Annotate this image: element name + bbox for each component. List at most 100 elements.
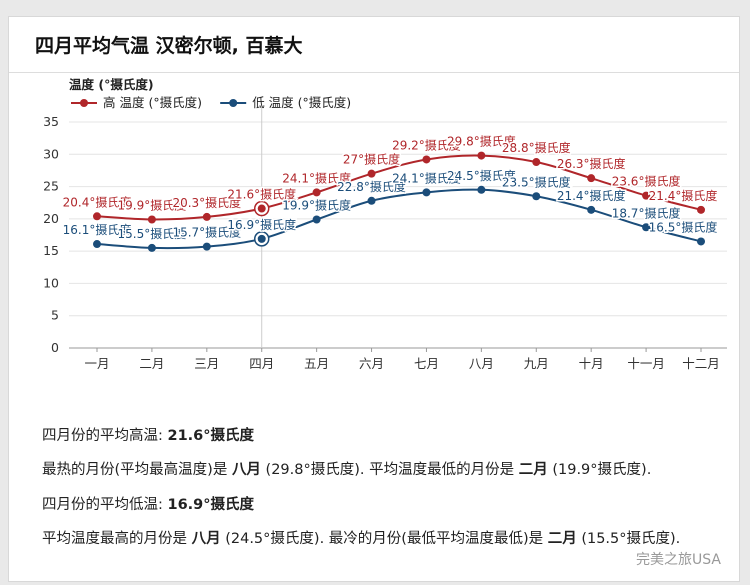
data-label: 21.4°摄氏度 [557,188,626,203]
hottest-line: 最热的月份(平均最高温度)是 八月 (29.8°摄氏度). 平均温度最低的月份是… [42,459,722,481]
data-label: 16.5°摄氏度 [649,219,718,234]
warmest-low-mid: (24.5°摄氏度). 最冷的月份(最低平均温度最低)是 [220,531,548,547]
data-point [312,188,321,197]
y-tick-label: 0 [51,340,59,355]
data-label: 22.8°摄氏度 [337,179,406,194]
data-point [697,237,705,246]
x-tick-label: 八月 [469,356,494,371]
data-label: 16.9°摄氏度 [227,217,296,232]
warmest-low-month: 八月 [191,531,221,547]
avg-high-line: 四月份的平均高温: 21.6°摄氏度 [42,425,722,447]
y-tick-label: 15 [43,243,59,258]
hottest-prefix: 最热的月份(平均最高温度)是 [42,462,232,478]
data-point [93,212,101,221]
y-tick-label: 25 [43,179,59,194]
data-label-layer: 20.4°摄氏度19.9°摄氏度20.3°摄氏度21.6°摄氏度24.1°摄氏度… [61,132,719,242]
data-label: 24.1°摄氏度 [392,170,461,185]
legend-label: 低 温度 (°摄氏度) [252,95,351,110]
data-point [202,242,211,251]
avg-low-label: 四月份的平均低温: [42,497,168,513]
data-point [532,192,541,201]
y-tick-label: 10 [43,275,59,290]
temperature-chart: 0 5 10 15 20 25 30 35 一月 二月 三月 四月 五月 六月 七月 八月 九月 十月 十一月 十二月… [43,77,727,371]
y-tick-label: 30 [43,146,59,161]
y-tick-label: 20 [43,211,59,226]
data-label: 19.9°摄氏度 [282,198,351,213]
data-label: 27°摄氏度 [343,152,400,167]
hottest-month: 八月 [231,462,261,478]
data-label: 15.5°摄氏度 [118,226,187,241]
avg-high-label: 四月份的平均高温: [42,428,168,444]
data-point [422,188,431,197]
avg-low-value: 16.9°摄氏度 [167,497,255,513]
x-tick-label: 六月 [359,356,384,371]
legend-item: 低 温度 (°摄氏度) [220,95,351,110]
avg-low-line: 四月份的平均低温: 16.9°摄氏度 [42,494,722,516]
coldest-suffix: (15.5°摄氏度). [576,531,681,547]
data-label: 20.3°摄氏度 [172,195,241,210]
series-line-high [96,154,702,221]
data-point [422,155,431,164]
legend-item: 高 温度 (°摄氏度) [71,95,202,110]
data-point [257,204,266,213]
watermark: 完美之旅USA [636,552,721,568]
data-label: 18.7°摄氏度 [612,205,681,220]
data-point [587,205,596,214]
data-point [642,223,651,232]
page-title: 四月平均气温 汉密尔顿, 百慕大 [35,35,303,57]
series-line-low [96,188,702,250]
x-tick-label: 二月 [139,356,164,371]
data-label: 21.4°摄氏度 [649,188,718,203]
data-label: 19.9°摄氏度 [118,198,187,213]
data-point [147,215,156,224]
data-point [367,196,376,205]
data-label: 24.1°摄氏度 [282,170,351,185]
data-label: 20.4°摄氏度 [63,194,132,209]
x-tick-label: 五月 [304,356,329,371]
x-tick-label: 十月 [579,356,604,371]
x-tick-label: 七月 [414,356,439,371]
data-label: 29.2°摄氏度 [392,137,461,152]
x-tick-label: 十一月 [627,356,665,371]
hottest-mid: (29.8°摄氏度). 平均温度最低的月份是 [260,462,519,478]
legend-swatch-dot [80,99,88,107]
data-point [642,191,651,200]
data-point [257,234,266,243]
data-point [477,151,486,160]
data-point [312,215,321,224]
warmest-low-prefix: 平均温度最高的月份是 [42,531,192,547]
legend: 高 温度 (°摄氏度) 低 温度 (°摄氏度) [71,95,351,110]
data-label: 15.7°摄氏度 [172,225,241,240]
data-point [202,212,211,221]
x-tick-label: 九月 [524,356,549,371]
avg-high-value: 21.6°摄氏度 [167,428,255,444]
series-layer [93,151,705,252]
hottest-suffix: (19.9°摄氏度). [547,462,652,478]
data-point [147,243,156,252]
axis-layer: 0 5 10 15 20 25 30 35 一月 二月 三月 四月 五月 六月 七月 八月 九月 十月 十一月 十二月 [43,114,720,371]
x-tick-label: 四月 [249,356,274,371]
y-axis-label: 温度 (°摄氏度) [69,77,154,92]
data-point [587,174,596,183]
coolest-high-month: 二月 [518,462,548,478]
x-tick-label: 三月 [194,356,219,371]
x-tick-label: 十二月 [682,356,720,371]
data-point [532,158,541,167]
legend-swatch-dot [229,99,238,107]
data-label: 29.8°摄氏度 [447,134,516,149]
legend-label: 高 温度 (°摄氏度) [103,95,202,110]
data-label: 23.6°摄氏度 [612,174,681,189]
data-label: 26.3°摄氏度 [557,156,626,171]
data-label: 24.5°摄氏度 [447,168,516,183]
data-point [367,169,376,178]
y-tick-label: 5 [51,308,59,323]
coldest-line: 平均温度最高的月份是 八月 (24.5°摄氏度). 最冷的月份(最低平均温度最低… [42,528,722,550]
data-label: 16.1°摄氏度 [63,222,132,237]
data-label: 21.6°摄氏度 [227,187,296,202]
coldest-month: 二月 [547,531,577,547]
data-point [697,205,705,214]
data-label: 28.8°摄氏度 [502,140,571,155]
data-point [477,185,486,194]
weather-card: 四月平均气温 汉密尔顿, 百慕大 0 5 10 15 20 25 30 35 一月 二月 三月 四月五… [8,16,740,582]
data-point [93,240,101,249]
